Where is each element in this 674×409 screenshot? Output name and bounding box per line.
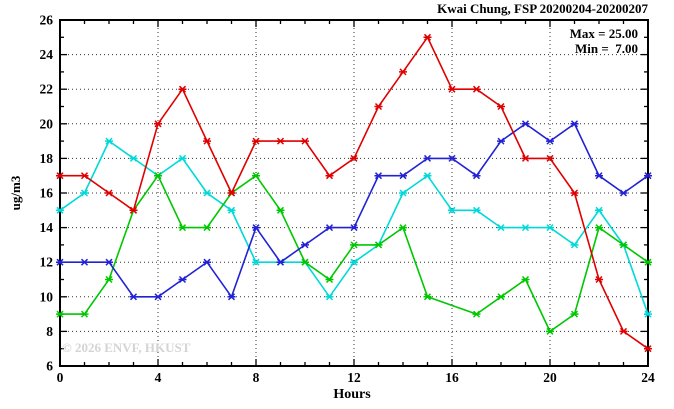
x-tick-label: 12 xyxy=(347,370,361,385)
y-tick-label: 22 xyxy=(40,82,54,97)
chart-title: Kwai Chung, FSP 20200204-20200207 xyxy=(437,1,648,16)
watermark: © 2026 ENVF, HKUST xyxy=(62,340,191,355)
y-tick-label: 10 xyxy=(40,289,54,304)
legend-box: Max = 25.00 Min = 7.00 xyxy=(570,26,638,56)
y-tick-label: 6 xyxy=(46,359,53,374)
y-tick-label: 20 xyxy=(40,116,54,131)
series-markers-blue xyxy=(56,120,652,301)
x-tick-label: 0 xyxy=(57,370,64,385)
y-tick-label: 14 xyxy=(40,220,54,235)
y-tick-label: 24 xyxy=(40,47,54,62)
y-tick-label: 8 xyxy=(46,324,53,339)
y-tick-label: 26 xyxy=(40,13,54,28)
x-tick-label: 8 xyxy=(253,370,260,385)
x-tick-label: 4 xyxy=(155,370,162,385)
legend-max: Max = 25.00 xyxy=(569,26,638,41)
series-markers-green xyxy=(56,172,652,335)
series-line-blue xyxy=(60,122,649,299)
x-tick-label: 16 xyxy=(445,370,459,385)
series-line-green xyxy=(60,174,649,333)
x-tick-label: 20 xyxy=(543,370,557,385)
legend-min: Min = 7.00 xyxy=(574,41,638,56)
x-tick-label: 24 xyxy=(641,370,655,385)
y-tick-label: 18 xyxy=(40,151,54,166)
series-markers-red xyxy=(56,33,652,353)
x-axis-label: Hours xyxy=(333,387,371,402)
y-axis-label: ug/m3 xyxy=(8,175,23,211)
y-tick-label: 16 xyxy=(40,186,54,201)
y-tick-label: 12 xyxy=(40,255,54,270)
